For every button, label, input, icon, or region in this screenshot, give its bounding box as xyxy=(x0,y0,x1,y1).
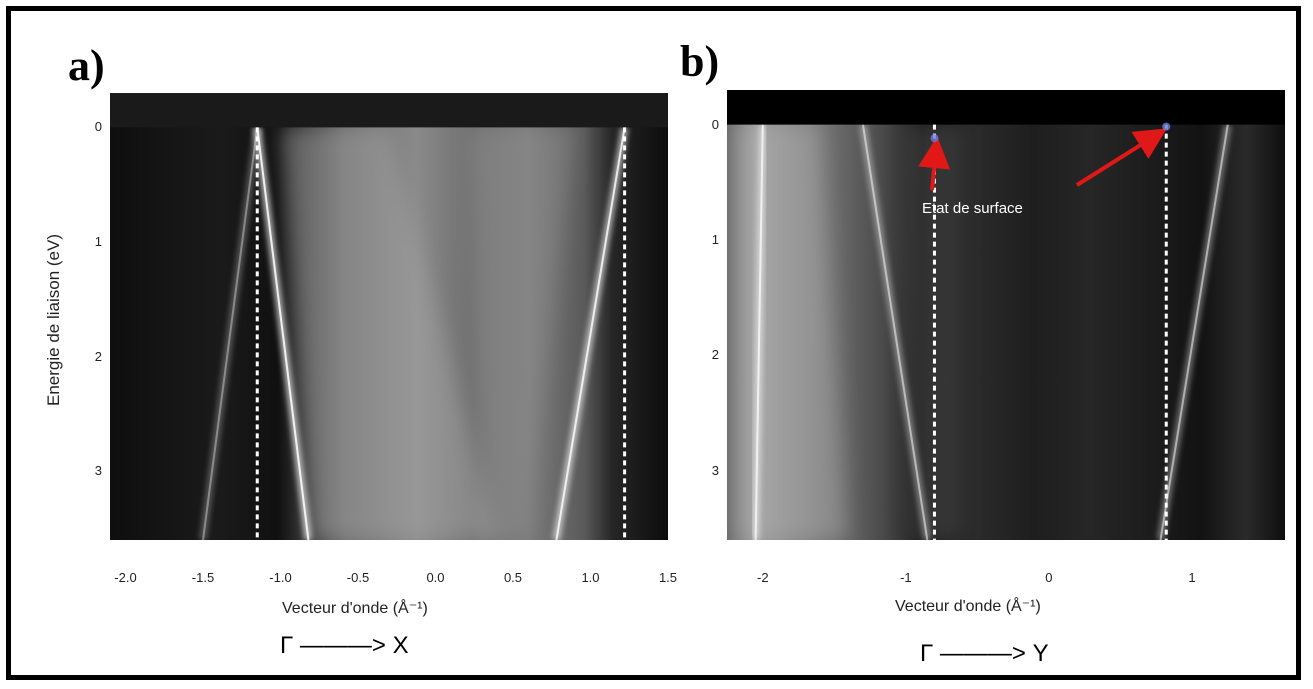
panel-a-plot xyxy=(110,93,668,540)
surface-state-arrow xyxy=(1075,128,1168,187)
x-tick-label: -2.0 xyxy=(114,570,137,585)
y-tick-label: 2 xyxy=(711,347,719,363)
panel-b-label: b) xyxy=(680,37,720,86)
panel-a-label: a) xyxy=(68,41,105,90)
y-tick-label: 3 xyxy=(94,463,102,479)
panel-b-direction-label: Γ ———> Y xyxy=(920,640,1049,667)
y-tick-label: 1 xyxy=(94,234,102,249)
above-fermi-region xyxy=(727,90,1285,125)
x-tick-label: -2 xyxy=(756,570,769,585)
x-tick-label: 0.5 xyxy=(503,570,523,585)
band-line xyxy=(199,126,261,540)
x-tick-label: 1.5 xyxy=(658,570,678,585)
x-tick-label: -1.5 xyxy=(191,570,215,585)
x-tick-label: 0 xyxy=(1045,570,1053,585)
band-line-core xyxy=(555,127,626,540)
surface-state-marker xyxy=(1162,122,1171,131)
x-tick-label: 0.0 xyxy=(426,570,445,585)
x-tick-label: -1 xyxy=(900,570,912,585)
x-tick-label: 1 xyxy=(1188,570,1196,585)
band-line-core xyxy=(1159,124,1229,540)
panel-a-x-axis-label: Vecteur d'onde (Å⁻¹) xyxy=(282,600,428,617)
band-line-core xyxy=(256,127,310,540)
panel-a-y-axis-label: Energie de liaison (eV) xyxy=(44,234,63,406)
surface-state-marker xyxy=(930,134,939,143)
band-line-core xyxy=(861,124,929,540)
above-fermi-region xyxy=(110,93,668,128)
panel-b-spectrum xyxy=(727,90,1285,540)
panel-b-x-axis-label: Vecteur d'onde (Å⁻¹) xyxy=(895,598,1041,615)
surface-state-annotation: Etat de surface xyxy=(922,200,1023,217)
y-tick-label: 1 xyxy=(711,232,719,247)
y-tick-label: 2 xyxy=(94,348,102,364)
y-tick-label: 0 xyxy=(711,116,719,132)
panel-b-plot xyxy=(727,90,1285,540)
y-tick-label: 3 xyxy=(711,462,719,478)
panel-a-direction-label: Γ ———> X xyxy=(280,632,409,659)
x-tick-label: -1.0 xyxy=(269,570,292,585)
diffuse-intensity-region xyxy=(466,127,575,540)
band-line-core xyxy=(202,127,259,540)
y-tick-label: 0 xyxy=(94,119,102,135)
x-tick-label: -0.5 xyxy=(346,570,370,585)
band-line-core xyxy=(754,124,764,540)
diffuse-intensity-region xyxy=(280,127,498,540)
x-tick-label: 1.0 xyxy=(581,570,600,585)
panel-a-spectrum xyxy=(110,93,668,540)
surface-state-arrow xyxy=(918,136,951,191)
